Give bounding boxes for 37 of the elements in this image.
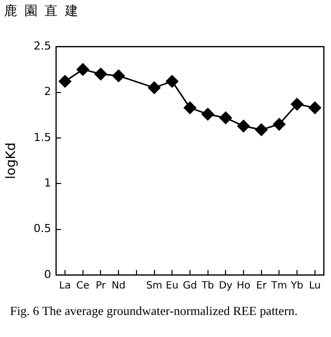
x-tick-label: Nd <box>112 280 126 292</box>
x-tick-label: Tm <box>270 280 288 292</box>
point <box>255 123 268 136</box>
x-tick-label: Ce <box>76 280 90 292</box>
y-axis-title: logKd <box>4 142 20 180</box>
y-tick-label: 1 <box>44 176 52 190</box>
y-tick-label: 0 <box>44 268 52 281</box>
point <box>290 98 304 110</box>
point <box>58 75 72 88</box>
x-tick-label: Eu <box>166 280 178 292</box>
point <box>272 118 286 131</box>
point <box>76 63 90 76</box>
point <box>166 75 178 88</box>
point <box>184 102 196 114</box>
point <box>219 112 232 124</box>
x-tick-label: Dy <box>218 280 233 292</box>
x-tick-label: Er <box>256 280 268 292</box>
caption: Fig. 6 The average groundwater-normalized REE pattern. <box>9 303 299 318</box>
x-tick-label: Sm <box>146 280 162 292</box>
y-tick-label: 2 <box>44 85 52 98</box>
y-tick-label: 0.5 <box>34 222 52 236</box>
x-tick-label: Tb <box>200 280 214 292</box>
y-tick-label: 2.5 <box>34 39 52 52</box>
point <box>148 81 161 94</box>
point <box>94 68 107 80</box>
point <box>112 70 125 82</box>
x-tick-label: Pr <box>96 280 107 292</box>
point <box>308 102 322 114</box>
x-tick-label: Ho <box>236 280 250 292</box>
y-tick-label: 1.5 <box>34 130 52 144</box>
x-tick-label: La <box>59 280 71 292</box>
point <box>237 120 250 132</box>
text: 鹿 園 直 建 <box>3 2 81 20</box>
x-tick-label: Gd <box>182 280 198 292</box>
x-tick-label: Yb <box>290 280 304 292</box>
x-tick-label: Lu <box>309 280 321 292</box>
point <box>202 108 214 120</box>
